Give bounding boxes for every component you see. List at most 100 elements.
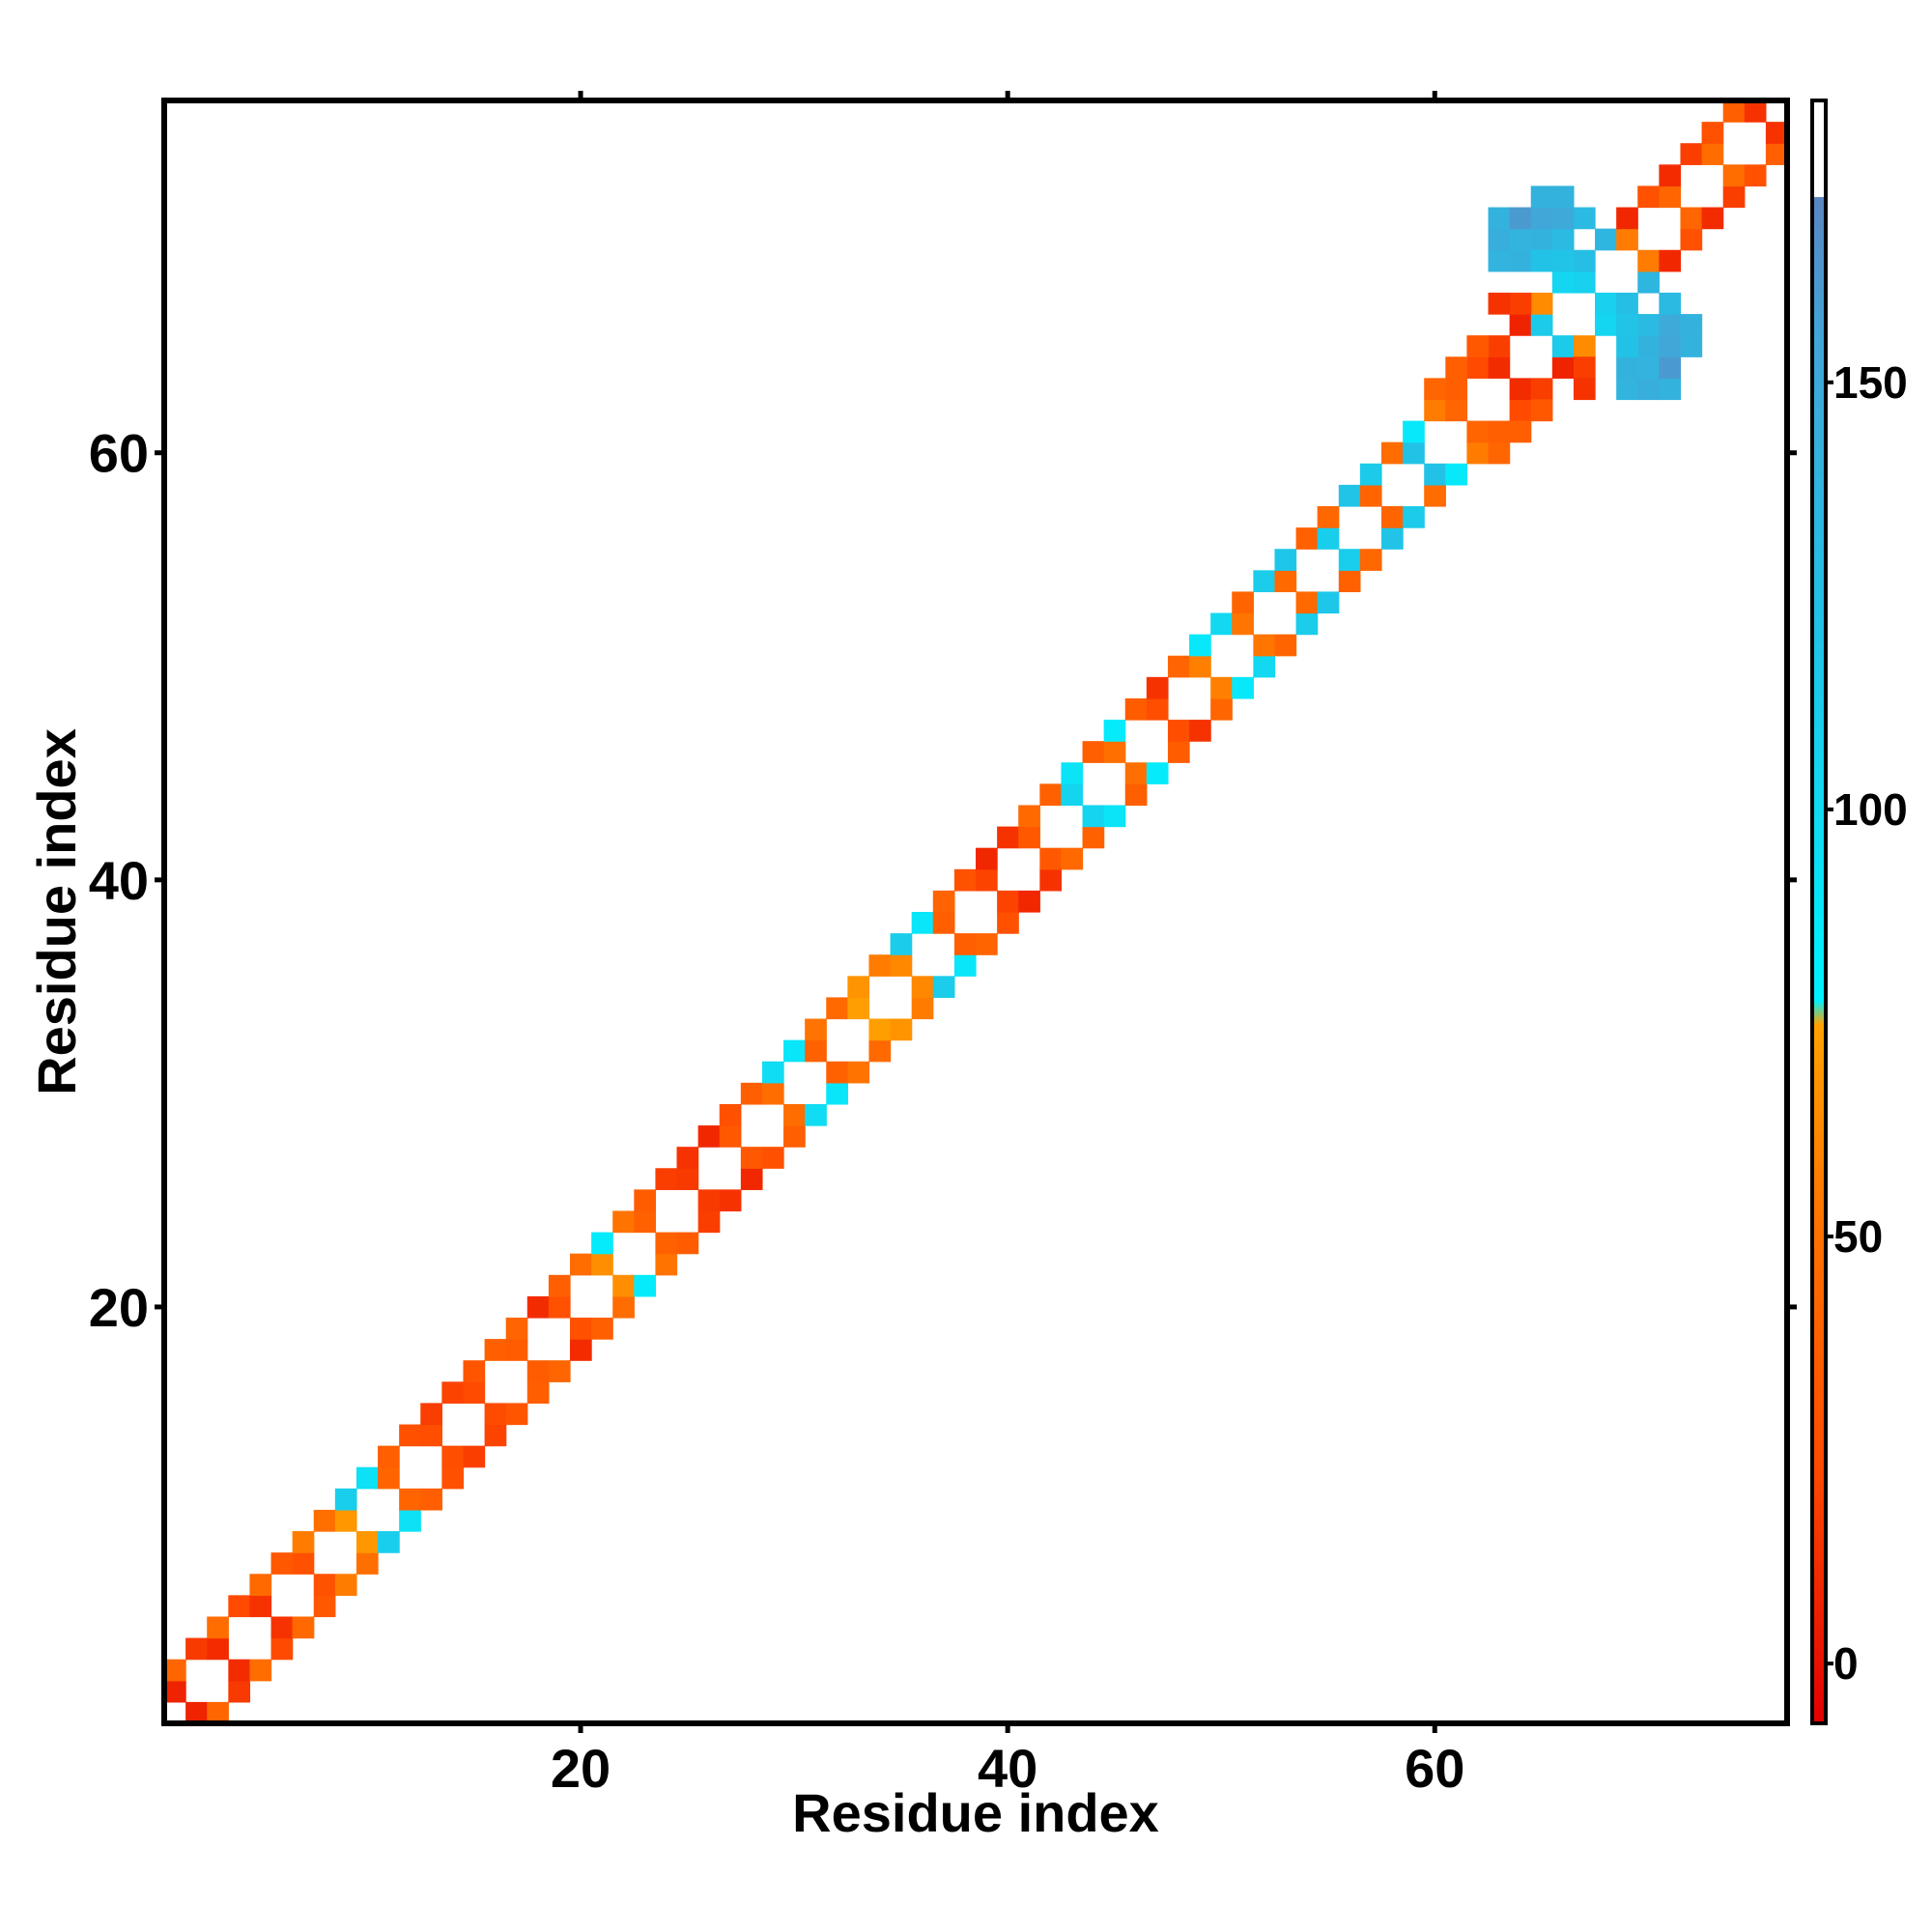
y-axis-title: Residue index bbox=[26, 728, 87, 1095]
heatmap-cell bbox=[1167, 720, 1190, 742]
heatmap-cell bbox=[334, 1509, 357, 1532]
heatmap-cell bbox=[1509, 292, 1532, 315]
heatmap-cell bbox=[1637, 378, 1660, 401]
heatmap-cell bbox=[1488, 292, 1511, 315]
heatmap-cell bbox=[1039, 868, 1063, 892]
heatmap-cell bbox=[612, 1295, 635, 1319]
heatmap-cell bbox=[420, 1488, 442, 1511]
heatmap-cell bbox=[1146, 762, 1169, 784]
heatmap-cell bbox=[1509, 420, 1532, 443]
x-tick-label: 60 bbox=[1405, 1738, 1464, 1799]
heatmap-cell bbox=[1082, 805, 1105, 828]
axis-ticks: 20 40 60 20 40 60 bbox=[89, 91, 1797, 1799]
heatmap-cell bbox=[1509, 228, 1532, 251]
heatmap-cell bbox=[1295, 591, 1319, 614]
heatmap-cell bbox=[890, 954, 913, 977]
heatmap-cell bbox=[1616, 292, 1638, 315]
heatmap-cell bbox=[1317, 591, 1340, 614]
plot-frame bbox=[161, 98, 1790, 1726]
heatmap-cell bbox=[1253, 655, 1276, 678]
heatmap-cell bbox=[1744, 164, 1767, 187]
heatmap-cell bbox=[334, 1574, 357, 1596]
heatmap-cell bbox=[676, 1232, 699, 1255]
heatmap-cell bbox=[1595, 292, 1617, 315]
heatmap-cell bbox=[1616, 356, 1638, 379]
heatmap-cell bbox=[1722, 100, 1746, 123]
heatmap-cell bbox=[1659, 249, 1682, 272]
heatmap-cell bbox=[740, 1147, 763, 1169]
heatmap-cell bbox=[313, 1595, 336, 1618]
heatmap-cell bbox=[570, 1339, 592, 1361]
heatmap-cell bbox=[1595, 314, 1617, 336]
heatmap-cell bbox=[1124, 762, 1148, 784]
heatmap-cell bbox=[1744, 100, 1767, 123]
heatmap-cell bbox=[1488, 420, 1511, 443]
heatmap-cell bbox=[249, 1574, 272, 1596]
heatmap-cell bbox=[1509, 314, 1532, 336]
heatmap-cell bbox=[1551, 249, 1575, 272]
heatmap-cell bbox=[1573, 270, 1596, 294]
heatmap-cell bbox=[997, 912, 1019, 934]
heatmap-cell bbox=[612, 1210, 635, 1234]
heatmap-cell bbox=[1359, 484, 1382, 507]
heatmap-cell bbox=[1551, 185, 1575, 209]
heatmap-cell bbox=[1381, 527, 1404, 550]
colorbar-top-white bbox=[1812, 100, 1826, 197]
heatmap-cell bbox=[1103, 720, 1126, 742]
heatmap-cell bbox=[484, 1339, 507, 1361]
heatmap-cell bbox=[441, 1381, 465, 1405]
heatmap-cell bbox=[1466, 335, 1490, 357]
heatmap-cell bbox=[655, 1168, 678, 1190]
heatmap-cell bbox=[228, 1595, 251, 1618]
heatmap-cell bbox=[548, 1274, 571, 1297]
heatmap-cell bbox=[207, 1616, 229, 1639]
heatmap-cell bbox=[1573, 249, 1596, 272]
heatmap-cell bbox=[1509, 249, 1532, 272]
heatmap-cell bbox=[1509, 378, 1532, 401]
heatmap-cell bbox=[334, 1488, 357, 1511]
heatmap-cell bbox=[1680, 314, 1703, 336]
heatmap-cell bbox=[826, 1082, 848, 1105]
heatmap-cell bbox=[228, 1680, 251, 1703]
heatmap-cell bbox=[591, 1318, 613, 1340]
heatmap-cell bbox=[612, 1274, 635, 1297]
heatmap-cell bbox=[249, 1595, 272, 1618]
heatmap-cell bbox=[1359, 549, 1382, 571]
heatmap-cell bbox=[1616, 228, 1638, 251]
heatmap-cell bbox=[1466, 420, 1490, 443]
heatmap-cell bbox=[805, 1018, 827, 1041]
heatmap-cell bbox=[911, 976, 934, 999]
heatmap-cell bbox=[826, 997, 848, 1020]
heatmap-cell bbox=[953, 868, 977, 892]
heatmap-cell bbox=[1722, 185, 1746, 209]
heatmap-cell bbox=[1530, 292, 1553, 315]
heatmap-cell bbox=[1637, 314, 1660, 336]
heatmap-cell bbox=[1189, 634, 1211, 657]
heatmap-cell bbox=[1659, 314, 1682, 336]
heatmap-cell bbox=[1189, 655, 1211, 678]
x-tick-label: 40 bbox=[978, 1738, 1037, 1799]
heatmap-cell bbox=[1701, 207, 1724, 230]
heatmap-cell bbox=[1530, 399, 1553, 422]
heatmap-cell bbox=[719, 1125, 742, 1148]
heatmap-cell bbox=[1403, 441, 1425, 465]
heatmap-cell bbox=[676, 1147, 699, 1169]
heatmap-cell bbox=[463, 1445, 486, 1468]
heatmap-cell bbox=[1680, 143, 1703, 165]
heatmap-cell bbox=[1424, 463, 1446, 486]
heatmap-cell bbox=[1573, 207, 1596, 230]
heatmap-cell bbox=[890, 1018, 913, 1041]
heatmap-cell bbox=[1338, 570, 1361, 593]
heatmap-cell bbox=[207, 1701, 229, 1724]
heatmap-cell bbox=[932, 912, 955, 934]
heatmap-cell bbox=[1424, 378, 1446, 401]
heatmap-cell bbox=[697, 1189, 721, 1212]
heatmap-cell bbox=[1167, 655, 1190, 678]
heatmap-cell bbox=[505, 1403, 528, 1426]
heatmap-cell bbox=[868, 1039, 892, 1063]
heatmap-cell bbox=[1488, 207, 1511, 230]
heatmap-cell bbox=[719, 1103, 742, 1126]
heatmap-cell bbox=[1659, 164, 1682, 187]
heatmap-cell bbox=[1637, 270, 1660, 294]
